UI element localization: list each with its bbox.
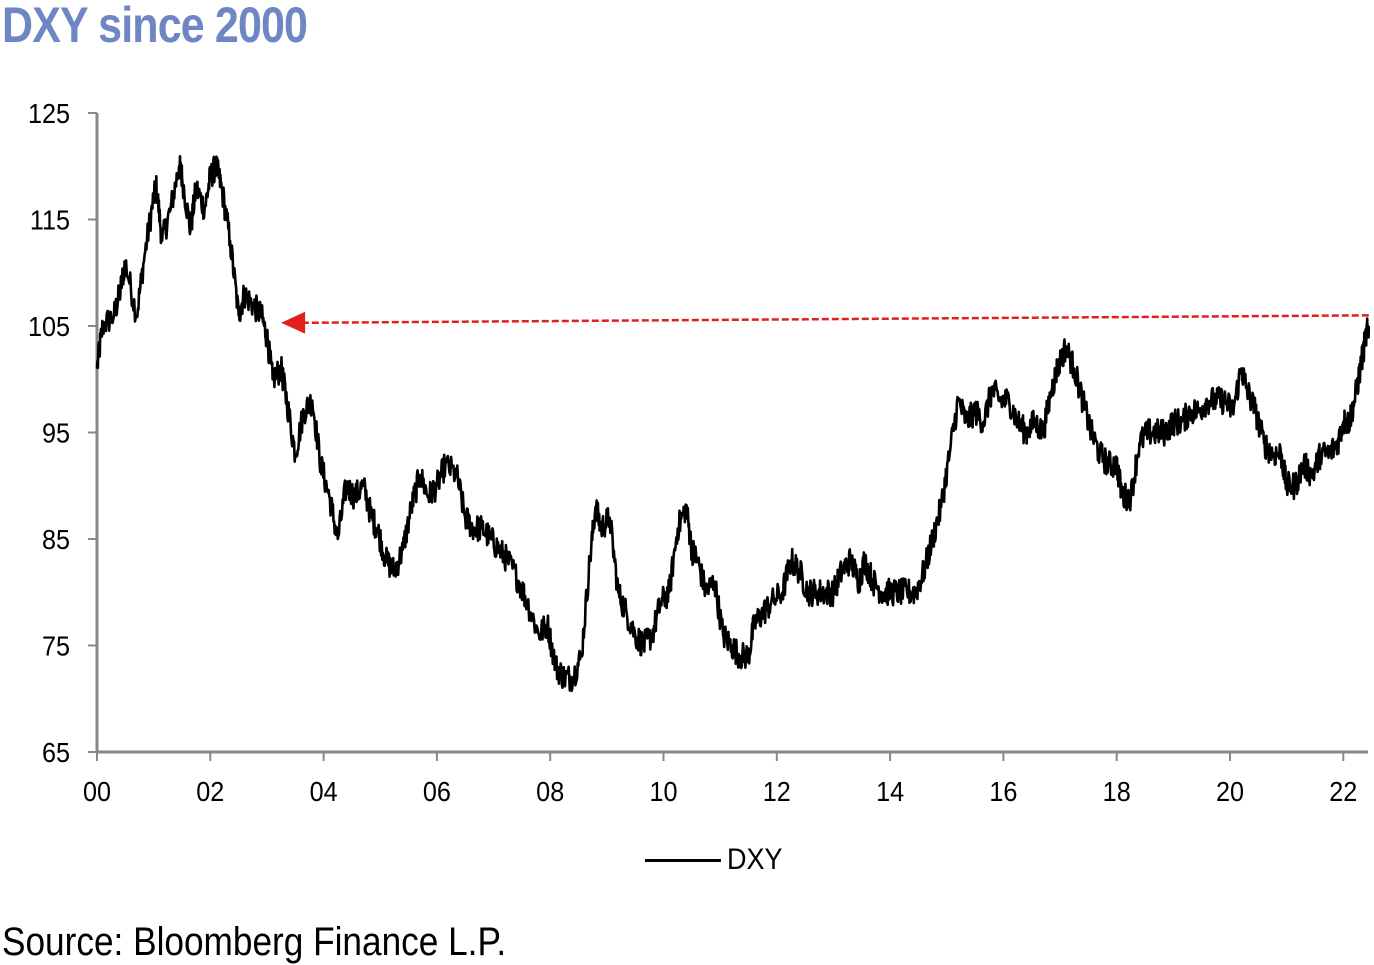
x-tick-label: 14 [876, 776, 904, 808]
x-tick-label: 16 [989, 776, 1017, 808]
x-tick-label: 06 [423, 776, 451, 808]
x-tick-label: 22 [1329, 776, 1357, 808]
legend-label-dxy: DXY [727, 843, 783, 876]
annotation-dashed-line [303, 314, 1369, 325]
x-tick-label: 02 [196, 776, 224, 808]
series-line-dxy [95, 155, 1371, 693]
source-note: Source: Bloomberg Finance L.P. [2, 920, 507, 964]
y-tick-label: 65 [42, 737, 70, 769]
x-tick-label: 08 [536, 776, 564, 808]
y-tick-label: 115 [30, 204, 70, 236]
x-tick-label: 10 [649, 776, 677, 808]
y-tick-label: 75 [42, 630, 70, 662]
y-tick-label: 95 [42, 417, 70, 449]
x-tick-label: 04 [310, 776, 338, 808]
y-tick-label: 85 [42, 524, 70, 556]
y-tick-label: 125 [28, 98, 70, 130]
x-tick-label: 12 [763, 776, 791, 808]
x-tick-label: 18 [1103, 776, 1131, 808]
y-tick-label: 105 [28, 311, 70, 343]
legend-line-swatch [645, 858, 721, 862]
x-tick-label: 20 [1216, 776, 1244, 808]
x-tick-label: 00 [83, 776, 111, 808]
legend: DXY [645, 843, 789, 877]
annotation-arrowhead [281, 311, 306, 334]
chart-title: DXY since 2000 [2, 0, 308, 53]
